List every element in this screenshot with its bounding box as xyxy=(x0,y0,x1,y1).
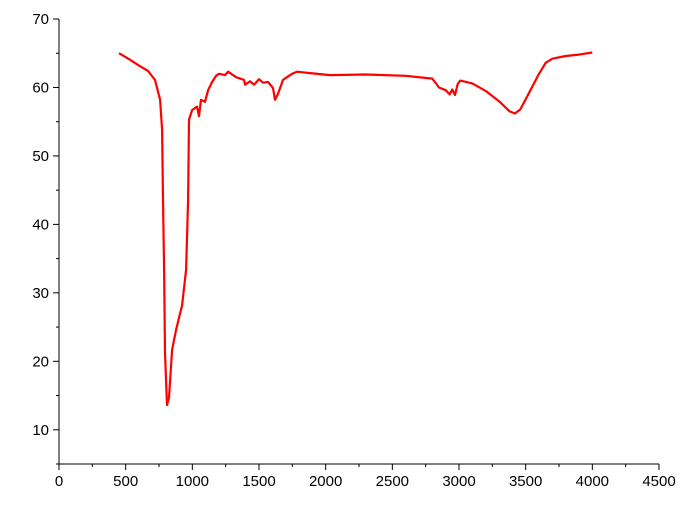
y-tick-label: 70 xyxy=(32,11,49,28)
y-tick-label: 40 xyxy=(32,216,49,233)
axes xyxy=(53,18,660,470)
y-tick-label: 50 xyxy=(32,148,49,165)
y-tick-labels: 10 20 30 40 50 60 70 xyxy=(32,11,49,439)
x-tick-label: 4000 xyxy=(576,473,609,490)
x-tick-label: 3500 xyxy=(509,473,542,490)
x-tick-label: 1000 xyxy=(176,473,209,490)
x-tick-label: 500 xyxy=(113,473,138,490)
series-line xyxy=(118,51,593,407)
x-tick-label: 1500 xyxy=(242,473,275,490)
y-tick-label: 60 xyxy=(32,79,49,96)
x-tick-label: 3000 xyxy=(442,473,475,490)
x-tick-label: 2500 xyxy=(376,473,409,490)
y-tick-label: 20 xyxy=(32,353,49,370)
x-tick-label: 4500 xyxy=(642,473,675,490)
x-tick-label: 0 xyxy=(55,473,63,490)
y-tick-label: 10 xyxy=(32,422,49,439)
x-tick-label: 2000 xyxy=(309,473,342,490)
x-tick-labels: 0 500 1000 1500 2000 2500 3000 3500 4000 4500 xyxy=(55,473,676,490)
y-tick-label: 30 xyxy=(32,285,49,302)
